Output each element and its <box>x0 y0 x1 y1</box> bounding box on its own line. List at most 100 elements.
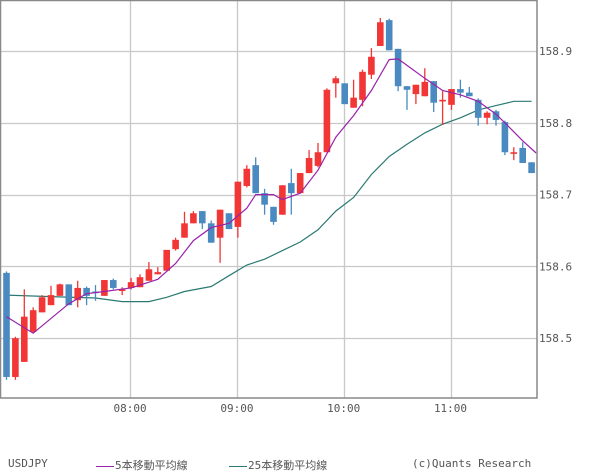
y-tick-label: 158.6 <box>539 260 572 273</box>
body <box>519 147 526 164</box>
candle-up <box>377 17 384 46</box>
candle-down <box>492 109 500 126</box>
candle-up <box>12 336 19 380</box>
body <box>3 272 10 377</box>
candle-up <box>323 88 331 153</box>
candle-up <box>368 48 375 80</box>
candle-down <box>403 86 411 110</box>
body <box>154 272 162 275</box>
candle-down <box>3 271 10 380</box>
candle-up <box>483 111 491 125</box>
candle-up <box>439 91 446 125</box>
legend-ma5: 5本移動平均線 <box>96 457 188 473</box>
candle-up <box>21 289 28 362</box>
candle-down <box>288 168 295 215</box>
body <box>110 280 117 288</box>
body <box>412 84 420 95</box>
body <box>403 86 411 90</box>
body <box>163 249 170 271</box>
body <box>207 223 215 243</box>
x-tick-label: 10:00 <box>327 402 360 415</box>
candle-down <box>430 81 437 113</box>
body <box>172 239 179 250</box>
body <box>234 181 242 227</box>
body <box>65 284 73 306</box>
candle-up <box>38 295 46 313</box>
body <box>474 99 482 118</box>
body <box>314 152 322 166</box>
candle-up <box>190 211 197 224</box>
body <box>270 206 277 222</box>
candle-up <box>510 147 518 161</box>
candle-up <box>332 76 340 98</box>
ma5-swatch-icon <box>96 465 114 467</box>
body <box>296 173 304 194</box>
body <box>394 48 402 87</box>
candle-down <box>261 188 268 215</box>
body <box>243 168 251 186</box>
body <box>368 56 375 75</box>
candle-down <box>270 206 277 225</box>
ma-polyline <box>6 100 532 303</box>
candle-down <box>474 98 482 126</box>
x-tick-label: 09:00 <box>220 402 253 415</box>
body <box>430 81 437 103</box>
body <box>332 78 340 84</box>
body <box>492 111 500 120</box>
candle-down <box>110 278 117 290</box>
legend-ma5-label: 5本移動平均線 <box>115 459 188 472</box>
body <box>377 22 384 46</box>
candle-down <box>65 284 73 306</box>
candle-up <box>172 237 179 251</box>
y-tick-label: 158.7 <box>539 189 572 202</box>
body <box>350 97 357 108</box>
ma5-line <box>6 58 537 334</box>
body <box>56 284 64 296</box>
body <box>501 122 509 153</box>
body <box>145 269 153 281</box>
body <box>385 20 393 51</box>
x-tick-label: 08:00 <box>114 402 147 415</box>
candle-down <box>252 157 259 194</box>
candle-down <box>519 142 526 164</box>
candle-up <box>74 280 81 308</box>
body <box>305 157 313 174</box>
body <box>323 89 331 153</box>
x-tick-label: 11:00 <box>434 402 467 415</box>
body <box>421 81 429 97</box>
body <box>47 295 55 306</box>
y-tick-label: 158.5 <box>539 332 572 345</box>
copyright: (c)Quants Research <box>412 457 532 470</box>
candle-up <box>29 307 37 334</box>
body <box>528 162 535 174</box>
y-tick-label: 158.9 <box>539 45 572 58</box>
candle-up <box>350 79 357 108</box>
body <box>101 280 108 296</box>
body <box>38 297 46 313</box>
candle-down <box>341 83 348 105</box>
body <box>439 99 446 102</box>
candle-up <box>305 150 313 174</box>
candle-down <box>501 120 509 156</box>
body <box>190 213 197 224</box>
candle-down <box>199 211 206 230</box>
plot-frame <box>0 0 538 399</box>
x-axis-labels: 08:00 09:00 10:00 11:00 <box>114 402 468 415</box>
candle-up <box>412 84 420 105</box>
legend-ma25-label: 25本移動平均線 <box>248 459 328 472</box>
body <box>457 89 464 93</box>
candle-down <box>466 86 473 97</box>
body <box>359 71 366 100</box>
body <box>466 92 473 97</box>
candle-down <box>225 213 233 230</box>
candle-up <box>47 285 55 306</box>
body <box>216 209 224 238</box>
body <box>510 152 518 154</box>
candle-up <box>163 249 170 271</box>
body <box>448 89 455 105</box>
candle-up <box>101 280 108 296</box>
body <box>288 183 295 194</box>
candle-up <box>314 142 322 168</box>
legend-symbol: USDJPY <box>8 457 48 470</box>
